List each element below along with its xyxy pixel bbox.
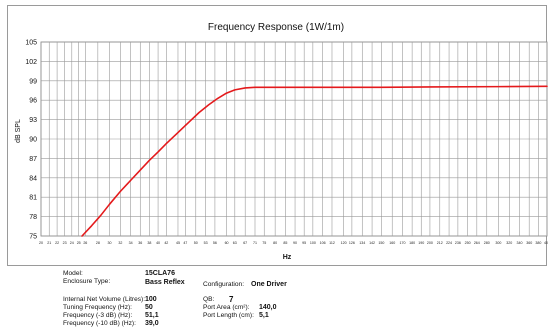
x-tick-label: 75 <box>262 241 266 245</box>
x-tick-label: 160 <box>389 241 395 245</box>
configuration-value: One Driver <box>251 281 287 288</box>
x-tick-label: 112 <box>329 241 335 245</box>
x-tick-label: 212 <box>437 241 443 245</box>
y-tick-label: 102 <box>25 59 37 66</box>
model-label: Model: <box>63 270 83 277</box>
x-tick-label: 142 <box>369 241 375 245</box>
y-tick-label: 96 <box>29 98 37 105</box>
f10-label: Frequency (-10 dB) (Hz): <box>63 320 136 327</box>
x-tick-label: 26 <box>83 241 87 245</box>
x-tick-label: 56 <box>213 241 217 245</box>
x-tick-label: 40 <box>156 241 160 245</box>
y-tick-label: 87 <box>29 156 37 163</box>
x-tick-label: 134 <box>359 241 365 245</box>
x-tick-label: 20 <box>39 241 43 245</box>
x-tick-label: 24 <box>70 241 74 245</box>
volume-label: Internal Net Volume (Litres): <box>63 296 146 303</box>
x-tick-label: 22 <box>55 241 59 245</box>
f3-value: 51,1 <box>145 312 159 319</box>
volume-value: 100 <box>145 296 157 303</box>
chart-title: Frequency Response (1W/1m) <box>208 22 344 33</box>
grid <box>40 41 548 237</box>
port-area-label: Port Area (cm²): <box>203 304 250 311</box>
tuning-value: 50 <box>145 304 153 311</box>
y-tick-label: 84 <box>29 175 37 182</box>
y-tick-labels: 105 102 99 96 93 90 87 84 81 78 75 <box>25 40 37 241</box>
y-tick-label: 105 <box>25 40 37 47</box>
x-tick-label: 224 <box>446 241 452 245</box>
x-tick-label: 34 <box>129 241 133 245</box>
x-tick-label: 42 <box>164 241 168 245</box>
x-tick-label: 236 <box>455 241 461 245</box>
x-tick-label: 32 <box>118 241 122 245</box>
frequency-response-chart: Frequency Response (1W/1m) 105 102 99 96 93 9… <box>15 22 548 261</box>
qb-value: 7 <box>229 295 234 304</box>
x-tick-label: 45 <box>176 241 180 245</box>
series-line-0 <box>81 85 548 237</box>
x-tick-label: 400 <box>544 241 548 245</box>
x-tick-label: 30 <box>107 241 111 245</box>
model-value: 15CLA76 <box>145 270 175 277</box>
f10-value: 39,0 <box>145 320 159 327</box>
x-tick-label: 71 <box>253 241 257 245</box>
port-length-value: 5,1 <box>259 312 269 319</box>
x-tick-label: 360 <box>526 241 532 245</box>
qb-label: QB: <box>203 296 215 303</box>
x-tick-label: 380 <box>535 241 541 245</box>
y-tick-label: 99 <box>29 78 37 85</box>
x-tick-label: 320 <box>506 241 512 245</box>
x-tick-label: 50 <box>194 241 198 245</box>
x-tick-label: 60 <box>225 241 229 245</box>
x-tick-label: 67 <box>243 241 247 245</box>
y-tick-label: 81 <box>29 195 37 202</box>
x-tick-label: 100 <box>310 241 316 245</box>
x-tick-label: 53 <box>204 241 208 245</box>
x-tick-label: 47 <box>183 241 187 245</box>
enclosure-label: Enclosure Type: <box>63 278 111 285</box>
y-tick-label: 78 <box>29 214 37 221</box>
x-tick-label: 38 <box>147 241 151 245</box>
x-tick-label: 180 <box>409 241 415 245</box>
x-tick-label: 340 <box>517 241 523 245</box>
y-axis-label: dB SPL <box>15 119 22 143</box>
f3-label: Frequency (-3 dB) (Hz): <box>63 312 133 319</box>
port-length-label: Port Length (cm): <box>203 312 254 319</box>
x-tick-label: 300 <box>495 241 501 245</box>
configuration-label: Configuration: <box>203 281 245 288</box>
x-axis-label: Hz <box>283 254 292 261</box>
x-tick-label: 200 <box>427 241 433 245</box>
x-tick-label: 170 <box>399 241 405 245</box>
x-tick-label: 95 <box>302 241 306 245</box>
series-layer <box>81 85 548 237</box>
x-tick-label: 36 <box>138 241 142 245</box>
y-tick-label: 90 <box>29 137 37 144</box>
enclosure-value: Bass Reflex <box>145 279 185 286</box>
x-tick-label: 90 <box>293 241 297 245</box>
x-tick-label: 25 <box>77 241 81 245</box>
y-tick-label: 75 <box>29 234 37 241</box>
x-tick-label: 126 <box>349 241 355 245</box>
x-tick-labels: 20 21 22 23 24 25 26 28 30 32 34 36 38 40 42 45 47 50 53 56… <box>39 241 548 245</box>
x-tick-label: 190 <box>418 241 424 245</box>
x-tick-label: 106 <box>320 241 326 245</box>
x-tick-label: 23 <box>63 241 67 245</box>
chart-frame: Frequency Response (1W/1m) 105 102 99 96 93 9… <box>7 5 548 266</box>
x-tick-label: 21 <box>47 241 51 245</box>
x-tick-label: 120 <box>341 241 347 245</box>
x-tick-label: 150 <box>378 241 384 245</box>
x-tick-label: 63 <box>233 241 237 245</box>
x-tick-label: 280 <box>484 241 490 245</box>
x-tick-label: 80 <box>273 241 277 245</box>
x-tick-label: 250 <box>465 241 471 245</box>
x-tick-label: 85 <box>283 241 287 245</box>
x-tick-label: 28 <box>96 241 100 245</box>
x-tick-label: 264 <box>474 241 480 245</box>
y-tick-label: 93 <box>29 117 37 124</box>
tuning-label: Tuning Frequency (Hz): <box>63 304 133 311</box>
port-area-value: 140,0 <box>259 304 277 311</box>
